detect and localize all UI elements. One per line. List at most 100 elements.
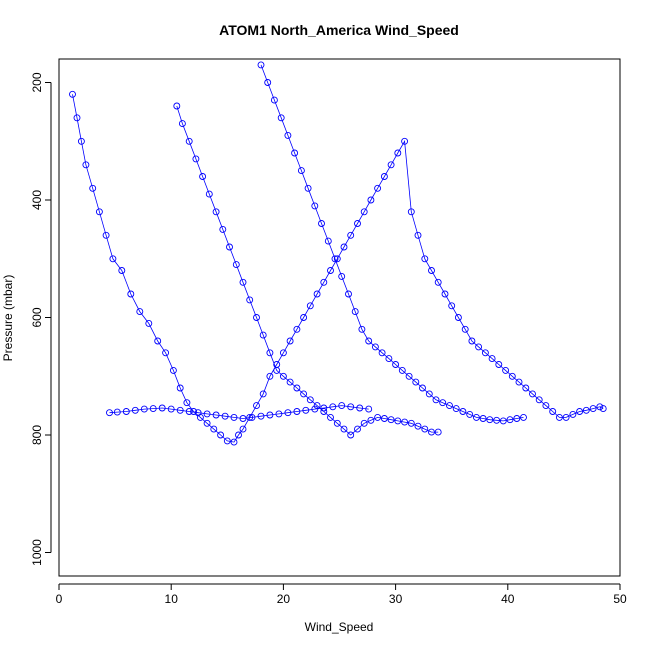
data-point <box>192 155 200 163</box>
data-point <box>365 405 373 413</box>
data-point <box>461 325 469 333</box>
data-point <box>360 208 368 216</box>
series-2 <box>257 61 527 425</box>
data-point <box>401 418 409 426</box>
data-point <box>239 415 247 422</box>
data-point <box>329 403 337 411</box>
data-point <box>127 290 135 298</box>
data-point <box>279 349 287 357</box>
data-point <box>109 255 117 263</box>
data-point <box>286 337 294 345</box>
data-point <box>300 390 308 398</box>
x-tick-label: 40 <box>501 592 515 606</box>
data-point <box>300 314 308 321</box>
data-point <box>212 208 220 216</box>
data-point <box>333 255 341 263</box>
data-point <box>235 431 242 439</box>
data-point <box>327 413 334 421</box>
y-tick-label: 600 <box>30 307 44 327</box>
data-point <box>345 290 352 298</box>
data-point <box>199 173 207 180</box>
x-tick-label: 30 <box>389 592 403 606</box>
data-point <box>232 261 240 269</box>
data-point <box>535 396 543 404</box>
data-point <box>320 278 328 286</box>
data-point <box>293 408 301 415</box>
data-point <box>331 255 339 263</box>
data-point <box>439 399 447 407</box>
data-point <box>140 405 148 413</box>
data-point <box>454 314 462 321</box>
data-point <box>466 410 474 418</box>
data-point <box>596 403 604 411</box>
data-point <box>297 167 305 175</box>
data-point <box>459 408 467 415</box>
data-point <box>434 278 442 286</box>
data-point <box>338 402 346 410</box>
data-point <box>380 415 388 422</box>
data-point <box>529 390 536 398</box>
data-point <box>246 296 254 304</box>
data-point <box>446 402 453 410</box>
data-point <box>77 137 85 145</box>
data-point <box>340 243 348 251</box>
data-point <box>468 337 476 345</box>
data-point <box>394 149 402 157</box>
data-point <box>194 409 202 417</box>
data-point <box>542 402 550 410</box>
data-point <box>493 416 501 424</box>
x-tick-label: 10 <box>165 592 179 606</box>
data-point <box>599 405 607 413</box>
data-point <box>502 366 510 374</box>
data-point <box>562 413 570 421</box>
data-point <box>291 149 299 157</box>
data-point <box>441 290 449 298</box>
data-point <box>82 161 90 169</box>
data-point <box>434 428 442 436</box>
data-point <box>320 404 328 412</box>
data-point <box>385 355 393 363</box>
data-point <box>306 302 314 310</box>
data-point <box>118 267 126 274</box>
x-tick-label: 0 <box>56 592 63 606</box>
data-point <box>367 196 375 204</box>
data-point <box>275 410 283 418</box>
data-point <box>513 415 521 422</box>
data-point <box>356 404 364 412</box>
data-point <box>374 184 382 192</box>
data-point <box>158 404 166 412</box>
data-point <box>499 417 507 425</box>
data-point <box>313 290 321 298</box>
data-point <box>183 399 191 407</box>
data-point <box>515 378 523 386</box>
data-point <box>212 411 220 419</box>
data-point <box>270 96 278 104</box>
data-point <box>367 416 375 424</box>
data-point <box>419 384 426 392</box>
data-point <box>136 308 144 316</box>
chart-title: ATOM1 North_America Wind_Speed <box>219 22 459 38</box>
data-point <box>508 372 516 380</box>
series-3 <box>106 402 373 422</box>
data-point <box>421 425 429 433</box>
x-tick-label: 50 <box>613 592 627 606</box>
data-point <box>131 406 139 414</box>
data-point <box>421 255 429 263</box>
data-point <box>412 378 420 386</box>
data-point <box>589 405 597 413</box>
data-point <box>223 437 231 445</box>
x-axis-label: Wind_Speed <box>305 620 374 634</box>
data-point <box>311 405 319 413</box>
data-point <box>219 225 227 233</box>
data-point <box>277 114 285 122</box>
data-point <box>555 413 563 421</box>
data-point <box>488 355 496 363</box>
data-point <box>347 431 355 439</box>
data-point <box>347 403 355 411</box>
data-point <box>338 272 346 280</box>
data-point <box>284 409 292 417</box>
data-point <box>407 208 415 216</box>
data-point <box>354 220 361 227</box>
data-point <box>167 405 175 413</box>
